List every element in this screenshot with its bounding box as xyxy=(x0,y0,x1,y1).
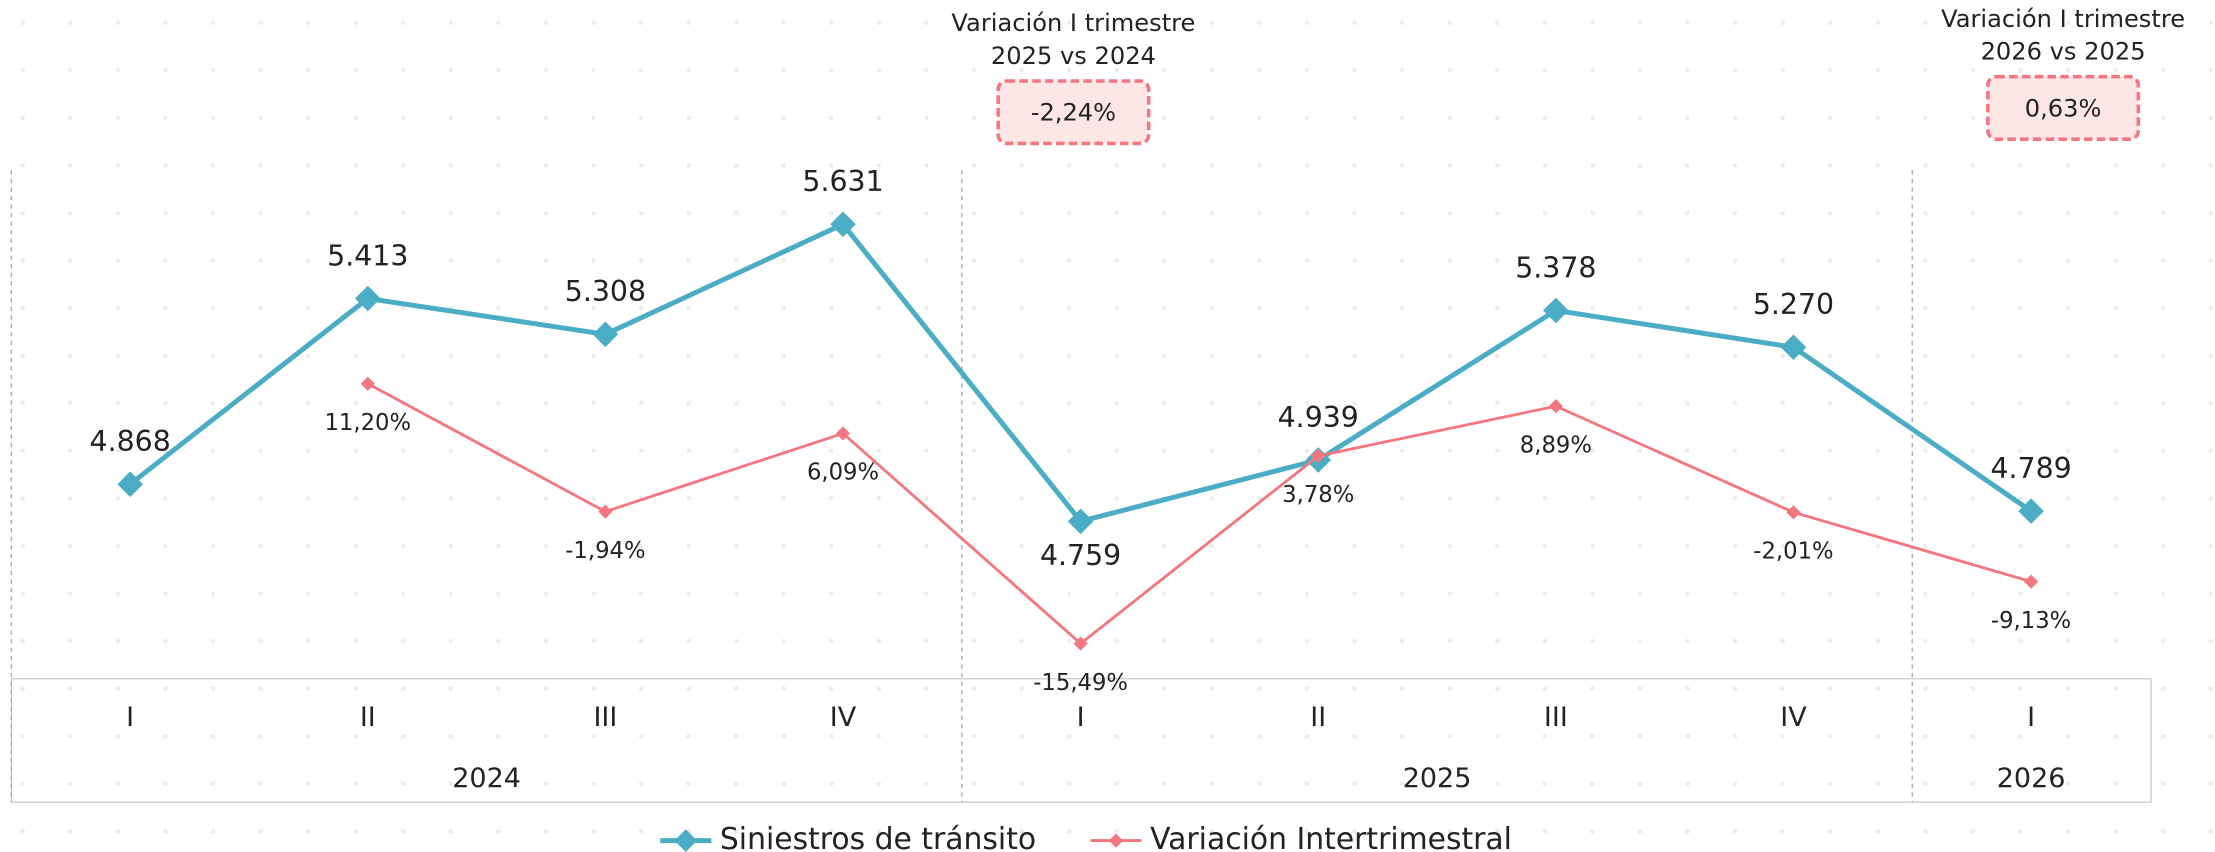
annotation-box xyxy=(1986,74,2141,141)
data-label: -9,13% xyxy=(1991,608,2071,634)
point xyxy=(2018,498,2044,524)
annotation-box xyxy=(996,79,1151,146)
data-label: 5.378 xyxy=(1515,251,1596,284)
legend-marker xyxy=(1108,833,1124,848)
legend-label: Variación Intertrimestral xyxy=(1150,822,1512,852)
data-label: 4.759 xyxy=(1040,539,1121,572)
point xyxy=(2023,574,2039,589)
data-label: 4.789 xyxy=(1990,452,2071,485)
data-label: -1,94% xyxy=(565,538,645,564)
group-label: 2024 xyxy=(452,763,521,794)
point xyxy=(1786,505,1801,520)
annotation-title: 2025 vs 2024 xyxy=(991,42,1156,70)
data-label: 6,09% xyxy=(807,460,879,486)
data-label: 5.308 xyxy=(565,275,646,308)
x-tick-label: II xyxy=(1310,702,1326,733)
legend-label: Siniestros de tránsito xyxy=(720,822,1036,852)
group-label: 2025 xyxy=(1403,763,1472,794)
annotation-title: Variación I trimestre xyxy=(951,9,1195,37)
annotation-title: 2026 vs 2025 xyxy=(1981,38,2146,66)
x-tick-label: IV xyxy=(830,702,857,733)
point xyxy=(830,211,856,238)
axis-box xyxy=(10,678,2152,803)
data-label: -2,01% xyxy=(1753,539,1833,565)
x-tick-label: IV xyxy=(1780,702,1807,733)
data-label: 8,89% xyxy=(1520,432,1592,458)
x-tick-label: I xyxy=(2027,702,2035,733)
x-tick-label: I xyxy=(1077,702,1085,733)
point xyxy=(1548,399,1563,414)
point xyxy=(835,426,851,441)
data-label: 5.413 xyxy=(327,239,408,272)
annotation-value: 0,63% xyxy=(2025,94,2102,122)
x-tick-label: I xyxy=(126,702,134,733)
data-label: 5.270 xyxy=(1753,288,1834,321)
data-label: 11,20% xyxy=(324,410,411,436)
annotation-title: Variación I trimestre xyxy=(1941,5,2185,33)
x-tick-label: III xyxy=(1544,702,1568,733)
data-label: 4.939 xyxy=(1278,401,1359,434)
legend-marker xyxy=(674,829,698,852)
x-tick-label: II xyxy=(360,702,376,733)
point xyxy=(355,285,381,312)
data-label: 3,78% xyxy=(1282,482,1354,508)
point xyxy=(1543,297,1569,324)
data-label: 5.631 xyxy=(802,165,883,198)
group-label: 2026 xyxy=(1997,763,2066,794)
point xyxy=(598,504,613,519)
point xyxy=(1073,636,1088,651)
point xyxy=(1780,334,1807,361)
data-label: -15,49% xyxy=(1033,670,1128,696)
annotation-value: -2,24% xyxy=(1031,99,1116,127)
point xyxy=(1311,448,1326,464)
data-label: 4.868 xyxy=(90,425,171,458)
x-tick-label: III xyxy=(593,702,617,733)
point xyxy=(360,376,375,391)
series-line xyxy=(367,382,2032,646)
